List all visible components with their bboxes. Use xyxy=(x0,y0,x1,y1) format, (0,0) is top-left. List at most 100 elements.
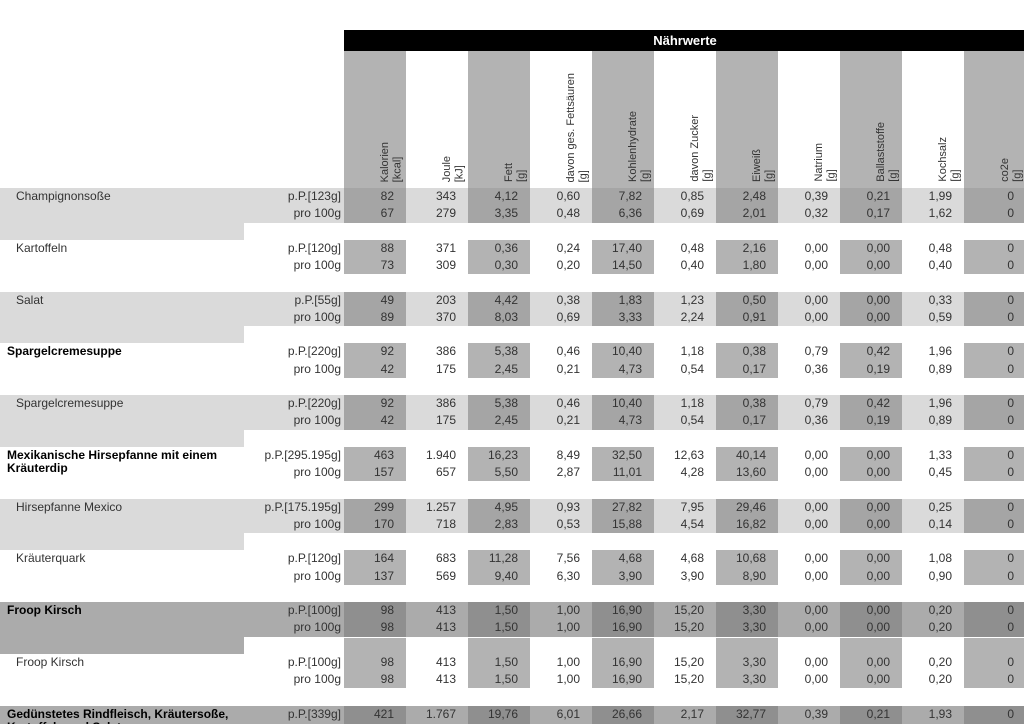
food-label: Gedünstetes Rindfleisch, Kräutersoße, Ka… xyxy=(0,705,244,724)
food-group: Gedünstetes Rindfleisch, Kräutersoße, Ka… xyxy=(0,705,1024,724)
column-header-eiweiss: Eiweiß [g] xyxy=(716,51,778,188)
value-cell-ballaststoffe: 0,17 xyxy=(840,205,902,223)
value-cell-eiweiss: 8,90 xyxy=(716,567,778,585)
value-cell-co2e: 0 xyxy=(964,308,1024,326)
value-cell-fett: 1,50 xyxy=(468,671,530,689)
value-cell-natrium: 0,00 xyxy=(778,602,840,620)
value-cell-fett: 2,83 xyxy=(468,515,530,533)
value-cell-fett: 2,45 xyxy=(468,360,530,378)
value-cell-eiweiss: 0,17 xyxy=(716,360,778,378)
column-header-label: davon ges. Fettsäuren xyxy=(564,72,577,182)
column-header-unit: [g] xyxy=(639,169,652,182)
value-cell-joule: 657 xyxy=(406,464,468,482)
value-cell-joule: 413 xyxy=(406,619,468,637)
value-cell-fett: 11,28 xyxy=(468,550,530,568)
value-cell-co2e: 0 xyxy=(964,188,1024,206)
value-cell-ges-fettsaeuren: 1,00 xyxy=(530,619,592,637)
value-cell-zucker: 4,54 xyxy=(654,515,716,533)
column-header-label: Kohlenhydrate xyxy=(626,111,639,182)
value-cell-kalorien: 67 xyxy=(344,205,406,223)
value-cell-ballaststoffe: 0,00 xyxy=(840,602,902,620)
portion-label: p.P.[100g] xyxy=(244,653,344,671)
value-cell-joule: 203 xyxy=(406,291,468,309)
value-cell-ges-fettsaeuren: 0,21 xyxy=(530,412,592,430)
portion-label: pro 100g xyxy=(244,205,344,223)
value-cell-kochsalz: 0,20 xyxy=(902,619,964,637)
value-cell-co2e: 0 xyxy=(964,412,1024,430)
value-cell-kalorien: 92 xyxy=(344,395,406,413)
value-cell-eiweiss: 3,30 xyxy=(716,619,778,637)
value-cell-ballaststoffe: 0,19 xyxy=(840,360,902,378)
column-header-text: Kochsalz [g] xyxy=(937,137,962,182)
value-cell-kohlenhydrate: 3,90 xyxy=(592,567,654,585)
value-cell-ballaststoffe: 0,21 xyxy=(840,705,902,723)
value-cell-kochsalz: 0,20 xyxy=(902,671,964,689)
value-cell-kalorien: 157 xyxy=(344,464,406,482)
column-header-label: davon Zucker xyxy=(688,115,701,182)
value-cell-natrium: 0,00 xyxy=(778,567,840,585)
value-cell-co2e: 0 xyxy=(964,653,1024,671)
value-cell-co2e: 0 xyxy=(964,619,1024,637)
value-cell-fett: 4,95 xyxy=(468,498,530,516)
value-cell-kohlenhydrate: 11,01 xyxy=(592,464,654,482)
portion-label: p.P.[175.195g] xyxy=(244,498,344,516)
column-header-unit: [kJ] xyxy=(453,164,466,182)
value-cell-kalorien: 98 xyxy=(344,653,406,671)
value-cell-ges-fettsaeuren: 0,24 xyxy=(530,239,592,257)
portion-label: p.P.[123g] xyxy=(244,188,344,206)
value-cell-fett: 3,35 xyxy=(468,205,530,223)
value-cell-kohlenhydrate: 4,73 xyxy=(592,412,654,430)
value-cell-kochsalz: 0,33 xyxy=(902,291,964,309)
portion-label: pro 100g xyxy=(244,619,344,637)
portion-label: p.P.[220g] xyxy=(244,343,344,361)
column-header-natrium: Natrium [g] xyxy=(778,51,840,188)
portion-label: pro 100g xyxy=(244,412,344,430)
food-label: Spargelcremesuppe xyxy=(0,343,244,395)
value-cell-zucker: 15,20 xyxy=(654,619,716,637)
value-cell-natrium: 0,00 xyxy=(778,464,840,482)
value-cell-zucker: 15,20 xyxy=(654,671,716,689)
value-cell-co2e: 0 xyxy=(964,550,1024,568)
value-cell-ballaststoffe: 0,00 xyxy=(840,515,902,533)
food-label: Salat xyxy=(0,291,244,344)
value-cell-natrium: 0,00 xyxy=(778,550,840,568)
column-header-unit: [g] xyxy=(763,169,776,182)
value-cell-ges-fettsaeuren: 0,46 xyxy=(530,395,592,413)
value-cell-eiweiss: 40,14 xyxy=(716,446,778,464)
value-cell-co2e: 0 xyxy=(964,395,1024,413)
column-header-text: davon Zucker [g] xyxy=(689,115,714,182)
value-cell-kochsalz: 0,14 xyxy=(902,515,964,533)
value-cell-kochsalz: 0,59 xyxy=(902,308,964,326)
value-cell-natrium: 0,39 xyxy=(778,705,840,723)
value-cell-ges-fettsaeuren: 6,30 xyxy=(530,567,592,585)
value-cell-joule: 1.940 xyxy=(406,446,468,464)
column-header-label: Kalorien xyxy=(378,141,391,182)
value-cell-natrium: 0,32 xyxy=(778,205,840,223)
value-cell-kochsalz: 0,90 xyxy=(902,567,964,585)
value-cell-eiweiss: 2,01 xyxy=(716,205,778,223)
value-cell-kohlenhydrate: 17,40 xyxy=(592,239,654,257)
column-stripe xyxy=(592,638,654,655)
column-header-kohlenhydrate: Kohlenhydrate [g] xyxy=(592,51,654,188)
value-cell-ges-fettsaeuren: 7,56 xyxy=(530,550,592,568)
value-cell-eiweiss: 32,77 xyxy=(716,705,778,723)
value-cell-ges-fettsaeuren: 1,00 xyxy=(530,653,592,671)
food-group: Salat p.P.[55g] 49 203 4,42 0,38 1,83 1,23 0,50 0… xyxy=(0,291,1024,344)
value-cell-eiweiss: 2,16 xyxy=(716,239,778,257)
value-cell-kalorien: 137 xyxy=(344,567,406,585)
value-cell-kohlenhydrate: 15,88 xyxy=(592,515,654,533)
value-cell-co2e: 0 xyxy=(964,291,1024,309)
value-cell-ballaststoffe: 0,00 xyxy=(840,257,902,275)
column-stripe xyxy=(840,638,902,655)
value-cell-natrium: 0,00 xyxy=(778,308,840,326)
value-cell-joule: 279 xyxy=(406,205,468,223)
column-stripe xyxy=(964,638,1024,655)
value-cell-joule: 569 xyxy=(406,567,468,585)
value-cell-zucker: 0,85 xyxy=(654,188,716,206)
value-cell-kohlenhydrate: 32,50 xyxy=(592,446,654,464)
value-cell-kalorien: 42 xyxy=(344,412,406,430)
value-cell-kalorien: 98 xyxy=(344,671,406,689)
portion-label: p.P.[339g] xyxy=(244,705,344,723)
value-cell-kochsalz: 0,89 xyxy=(902,412,964,430)
food-group: Kräuterquark p.P.[120g] 164 683 11,28 7,56 4,6… xyxy=(0,550,1024,602)
